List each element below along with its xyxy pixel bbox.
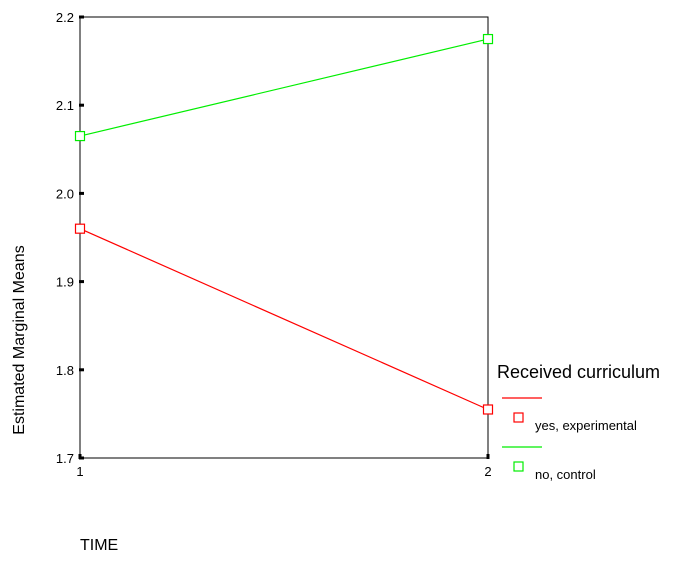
series-point-1 xyxy=(74,223,86,234)
series-point-2 xyxy=(482,33,494,45)
y-tick-label: 2.2 xyxy=(56,10,74,25)
series-point-2 xyxy=(74,130,86,142)
series-point-1 xyxy=(482,404,494,415)
legend-marker xyxy=(513,412,524,423)
y-axis: 1.7 1.8 1.9 2.0 2.1 2.2 xyxy=(56,10,84,466)
legend-marker xyxy=(513,461,524,472)
y-tick-label: 2.1 xyxy=(56,98,74,113)
plot-frame xyxy=(79,16,489,459)
legend-label: no, control xyxy=(535,467,596,482)
legend-items: yes, experimental no, control xyxy=(502,397,637,482)
legend-title: Received curriculum xyxy=(497,362,660,382)
y-axis-label: Estimated Marginal Means xyxy=(11,245,28,434)
y-tick-label: 2.0 xyxy=(56,186,74,201)
x-tick-label: 1 xyxy=(76,464,83,479)
series-line-1 xyxy=(79,228,489,411)
y-tick-label: 1.8 xyxy=(56,363,74,378)
y-tick-label: 1.7 xyxy=(56,451,74,466)
x-axis-label: TIME xyxy=(80,537,118,554)
series-line-2 xyxy=(79,38,489,137)
y-tick-label: 1.9 xyxy=(56,275,74,290)
legend: Received curriculum yes, experimental no,… xyxy=(497,362,660,482)
series-layer xyxy=(74,33,494,415)
x-tick-label: 2 xyxy=(484,464,491,479)
legend-label: yes, experimental xyxy=(535,418,637,433)
